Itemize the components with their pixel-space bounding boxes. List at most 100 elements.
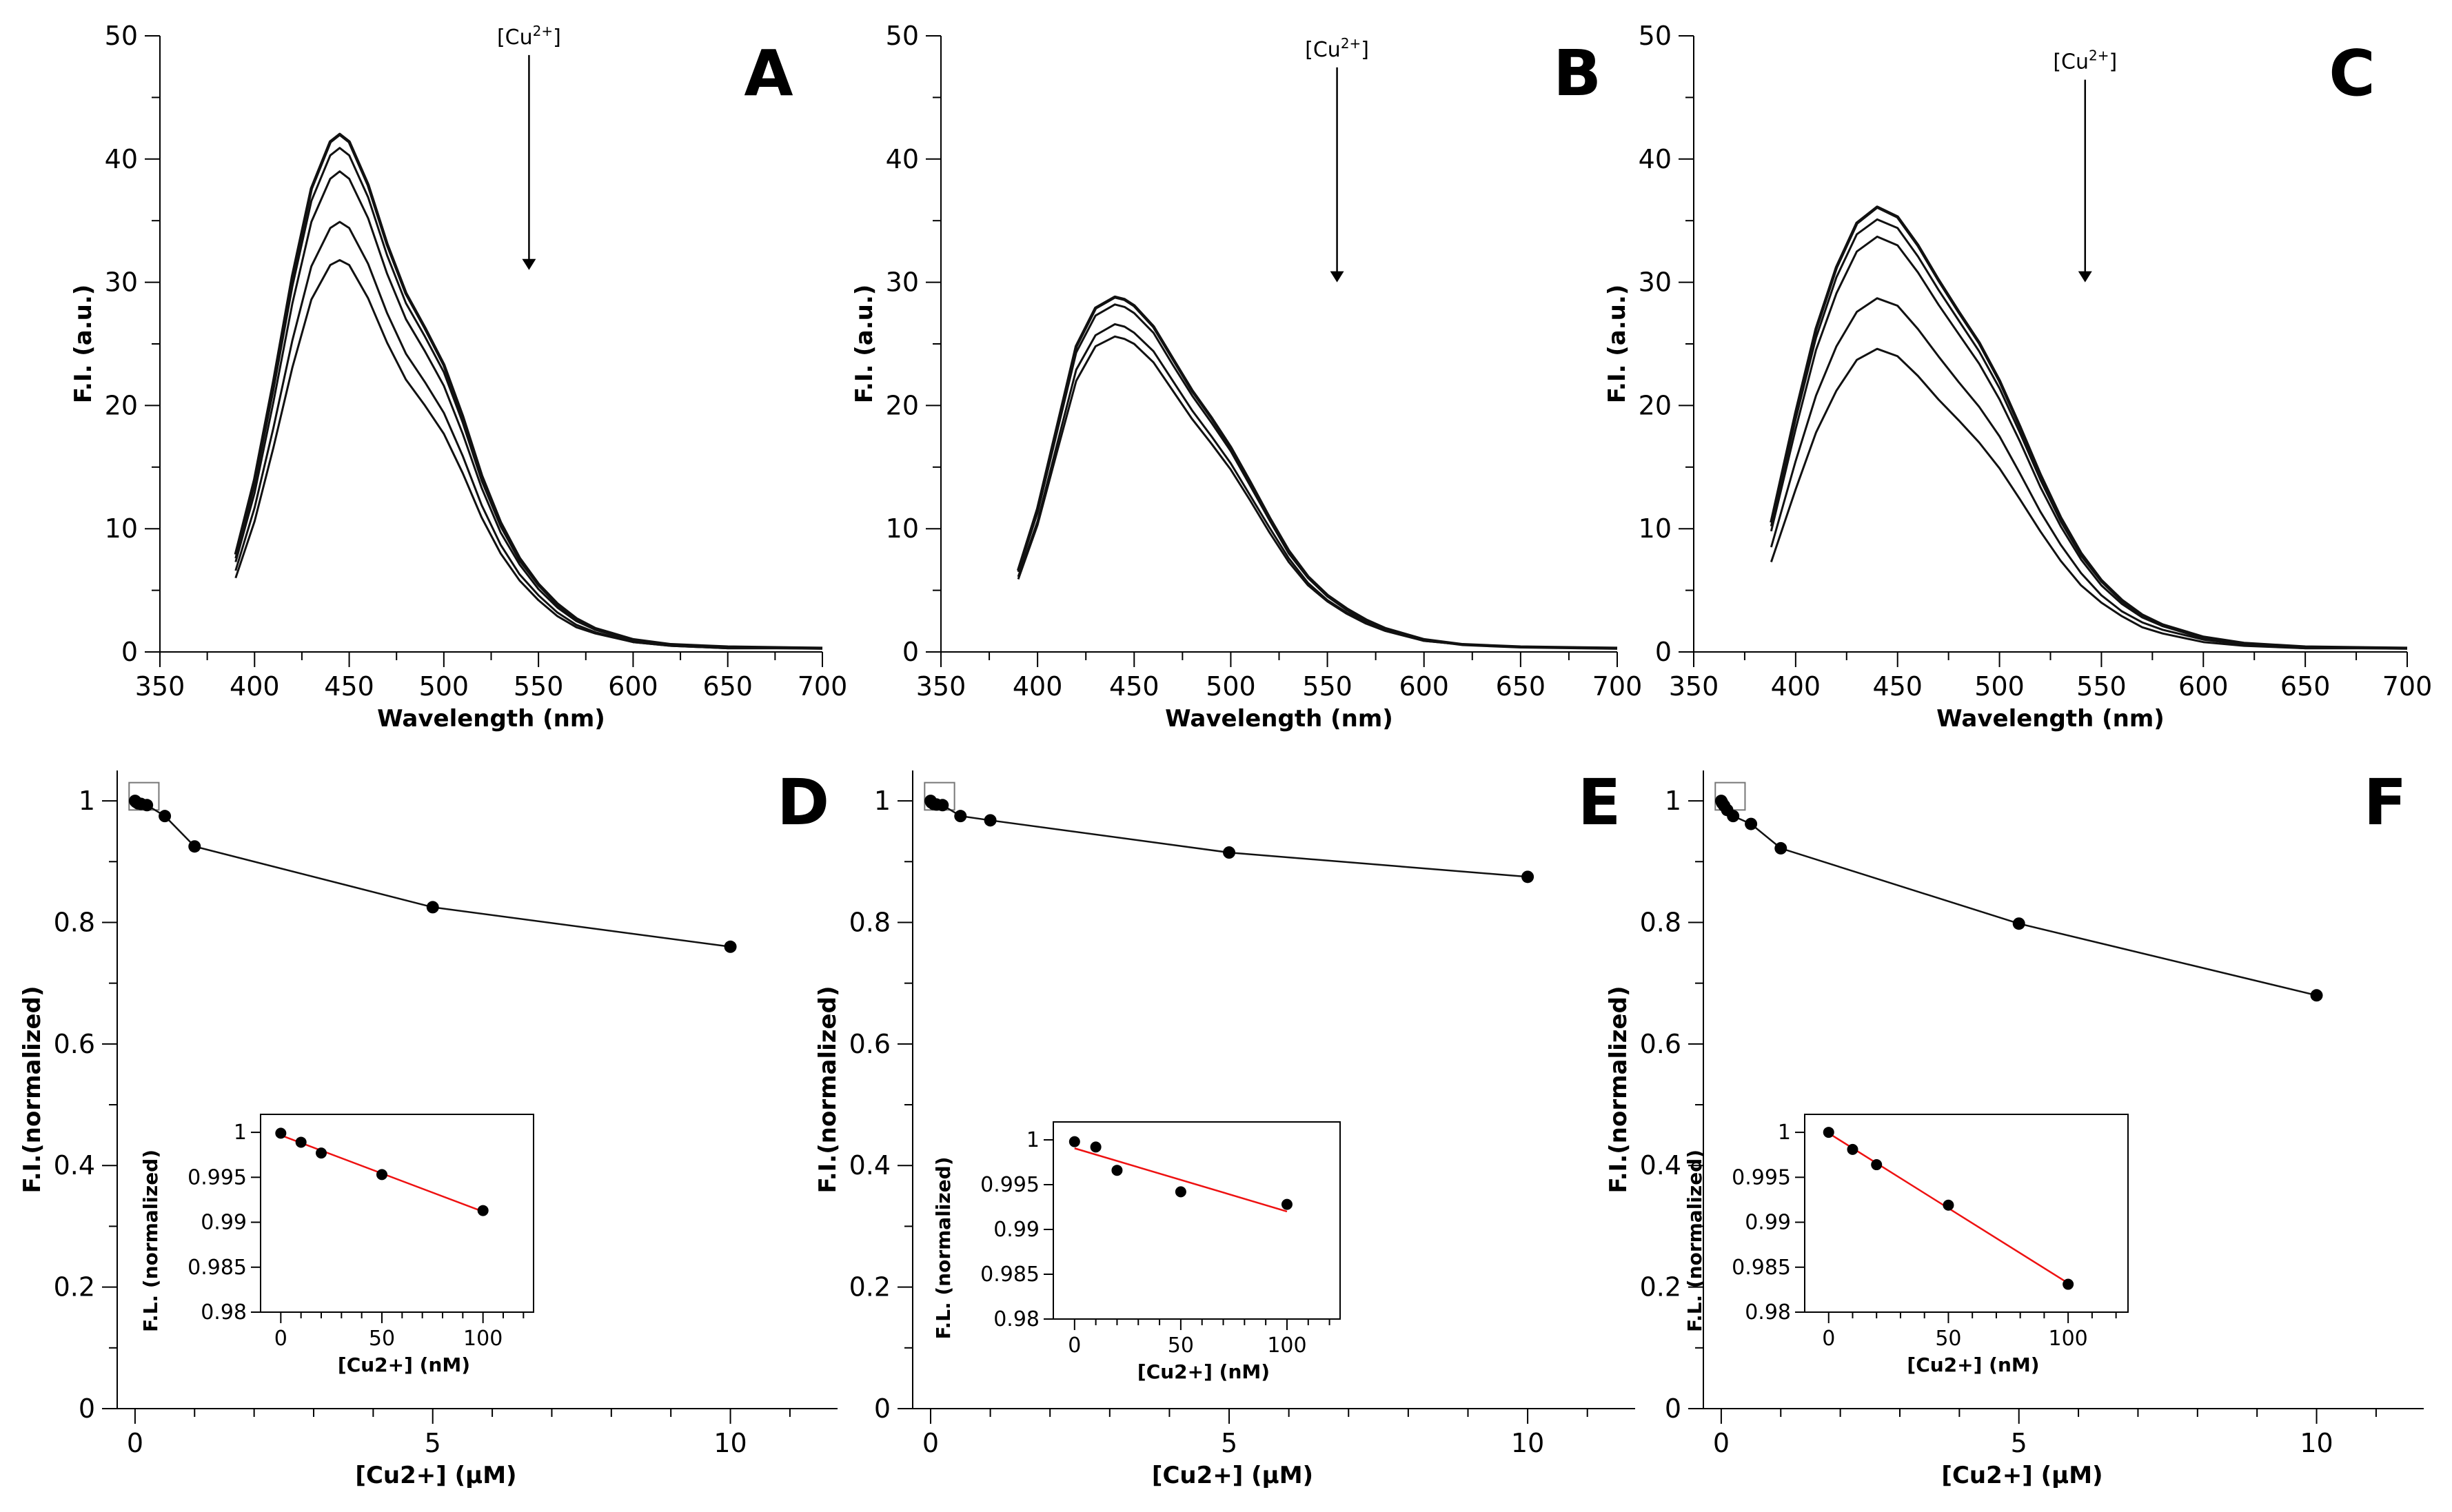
y-tick-label: 0 (1665, 1393, 1681, 1424)
inset-y-tick-label: 1 (1026, 1128, 1040, 1152)
inset-frame (1053, 1121, 1341, 1320)
y-tick-label: 0.8 (54, 907, 95, 937)
x-tick-label: 400 (1771, 671, 1821, 702)
y-tick-label: 0 (874, 1393, 891, 1424)
arrow-head (2078, 271, 2092, 283)
x-tick-label: 5 (1221, 1428, 1237, 1458)
titration-line (134, 800, 731, 948)
arrow-head (522, 258, 536, 270)
x-tick-label: 0 (127, 1428, 143, 1458)
y-tick-label: 10 (886, 513, 919, 544)
inset-y-tick-label: 0.99 (201, 1211, 247, 1235)
y-tick-label: 20 (1639, 390, 1672, 420)
y-tick-label: 1 (1665, 786, 1681, 816)
x-tick-label: 400 (230, 671, 280, 702)
inset-data-point (1090, 1141, 1102, 1153)
y-tick-label: 40 (1639, 144, 1672, 174)
y-axis-label: F.I.(normalized) (19, 986, 46, 1194)
spectrum-line (234, 170, 823, 650)
inset-y-tick-label: 0.98 (993, 1307, 1040, 1331)
y-tick-label: 0.8 (849, 907, 891, 937)
y-axis-label: F.I. (a.u.) (1603, 285, 1631, 404)
x-tick-label: 700 (1592, 671, 1643, 702)
inset-x-tick-label: 50 (369, 1327, 395, 1351)
inset-y-axis-label: F.L. (normalized) (139, 1150, 162, 1332)
x-axis-label: Wavelength (nm) (377, 705, 605, 733)
data-point (1521, 870, 1534, 883)
spectrum-line (1017, 323, 1618, 650)
inset-data-point (1068, 1136, 1080, 1147)
y-tick-label: 40 (105, 144, 138, 174)
panel-label: D (777, 766, 829, 839)
y-tick-label: 0.4 (1640, 1150, 1681, 1181)
inset-data-point (1943, 1199, 1954, 1211)
y-tick-label: 0 (121, 637, 138, 667)
y-axis-label: F.I.(normalized) (814, 986, 842, 1194)
x-tick-label: 5 (2011, 1428, 2027, 1458)
cu-annotation: [Cu2+] (1305, 35, 1369, 62)
y-tick-label: 0.2 (54, 1272, 95, 1302)
inset-y-tick-label: 0.99 (1745, 1211, 1791, 1235)
inset-x-axis-label: [Cu2+] (nM) (1907, 1353, 2039, 1376)
x-tick-label: 450 (1872, 671, 1923, 702)
inset-y-tick-label: 0.985 (980, 1263, 1040, 1287)
y-axis-label: F.I. (a.u.) (70, 285, 97, 404)
x-tick-label: 700 (798, 671, 848, 702)
panel-B: 350 400 450 500 550 600 650 700 0 10 20 30 40 50 Wavel… (851, 21, 1642, 733)
x-tick-label: 550 (514, 671, 564, 702)
y-tick-label: 10 (1639, 513, 1672, 544)
inset-x-tick-label: 0 (1068, 1334, 1081, 1358)
inset-x-tick-label: 50 (1935, 1327, 1961, 1351)
inset-data-point (295, 1136, 307, 1148)
x-axis-label: Wavelength (nm) (1936, 705, 2165, 733)
x-tick-label: 350 (135, 671, 185, 702)
inset-data-point (1871, 1159, 1883, 1171)
y-tick-label: 20 (105, 390, 138, 420)
x-tick-label: 700 (2382, 671, 2433, 702)
x-tick-label: 10 (2300, 1428, 2333, 1458)
spectrum-line (234, 132, 823, 650)
y-tick-label: 0.8 (1640, 907, 1681, 937)
y-tick-label: 1 (874, 786, 891, 816)
y-tick-label: 50 (105, 21, 138, 51)
inset-y-tick-label: 0.98 (201, 1300, 247, 1325)
inset-data-point (275, 1127, 287, 1139)
inset-data-point (376, 1169, 387, 1181)
data-point (426, 901, 439, 914)
data-point (936, 799, 949, 812)
x-tick-label: 350 (1669, 671, 1719, 702)
y-tick-label: 0.6 (54, 1029, 95, 1059)
inset-y-tick-label: 1 (234, 1121, 247, 1145)
data-point (984, 814, 997, 827)
x-tick-label: 10 (1511, 1428, 1544, 1458)
x-tick-label: 0 (1713, 1428, 1730, 1458)
x-tick-label: 650 (2280, 671, 2331, 702)
inset-y-tick-label: 0.995 (188, 1165, 247, 1189)
data-point (2310, 989, 2323, 1002)
spectrum-line (234, 221, 822, 650)
y-tick-label: 0.6 (849, 1029, 891, 1059)
inset-x-tick-label: 100 (1267, 1334, 1306, 1358)
inset-y-tick-label: 0.995 (980, 1173, 1040, 1197)
spectrum-line (1017, 303, 1618, 650)
inset-y-tick-label: 0.98 (1745, 1300, 1791, 1325)
y-tick-label: 50 (886, 21, 919, 51)
inset-y-tick-label: 0.995 (1732, 1165, 1791, 1189)
spectrum-line (1770, 347, 2407, 650)
titration-line (1720, 800, 2317, 997)
inset-F: 0 50 100 0.98 0.985 0.99 0.995 1 [Cu2+] (nM) F.L.… (1683, 1114, 2129, 1376)
y-axis-label: F.I. (a.u.) (851, 285, 878, 404)
y-tick-label: 0 (1655, 637, 1672, 667)
cu-annotation: [Cu2+] (2053, 48, 2117, 74)
x-axis-label: [Cu2+] (µM) (355, 1462, 516, 1489)
y-axis-label: F.I.(normalized) (1605, 986, 1632, 1194)
x-tick-label: 550 (1302, 671, 1352, 702)
y-tick-label: 0.2 (1640, 1272, 1681, 1302)
x-tick-label: 450 (1109, 671, 1159, 702)
inset-data-point (1111, 1165, 1123, 1176)
inset-frame (1804, 1114, 2129, 1313)
inset-data-point (316, 1147, 327, 1159)
panel-label: E (1578, 766, 1621, 839)
inset-y-tick-label: 0.99 (993, 1218, 1040, 1242)
